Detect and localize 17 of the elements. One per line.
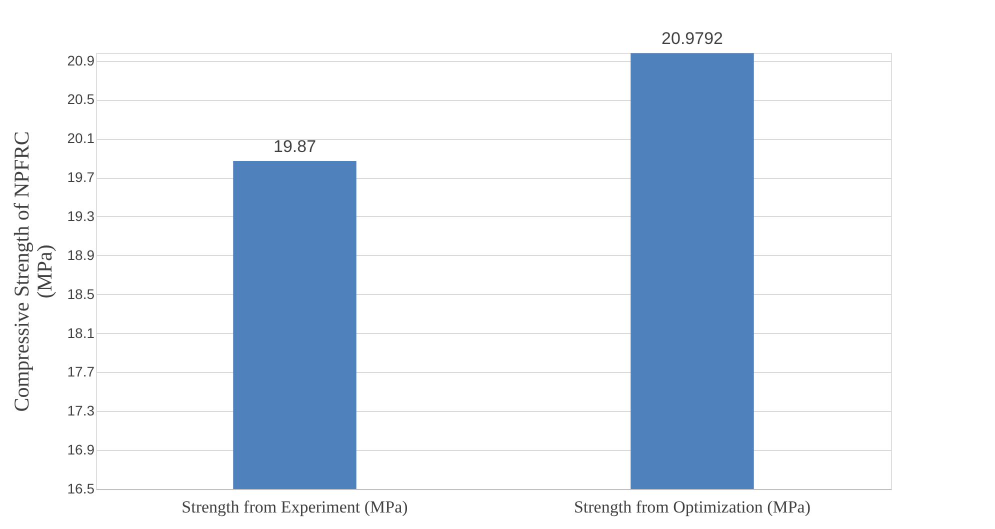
y-tick-label: 17.3 (67, 402, 95, 419)
x-tick-label: Strength from Experiment (MPa) (182, 498, 408, 516)
data-label: 20.9792 (662, 29, 723, 48)
y-tick-label: 20.5 (67, 91, 95, 108)
data-label: 19.87 (273, 137, 316, 156)
y-tick-label: 19.3 (67, 208, 95, 224)
y-tick-label: 19.7 (67, 169, 95, 186)
y-axis-title: Compressive Strength of NPFRC (MPa) (9, 131, 56, 412)
y-tick-label: 18.1 (67, 324, 95, 341)
y-tick-label: 18.9 (67, 246, 95, 263)
y-tick-label: 16.9 (67, 442, 95, 458)
y-tick-label: 16.5 (67, 480, 95, 496)
y-tick-label: 17.7 (67, 364, 95, 380)
y-tick-label: 20.1 (67, 130, 95, 146)
y-tick-label: 20.9 (67, 52, 95, 68)
x-tick-label: Strength from Optimization (MPa) (574, 498, 811, 516)
y-tick-label: 18.5 (67, 286, 95, 302)
